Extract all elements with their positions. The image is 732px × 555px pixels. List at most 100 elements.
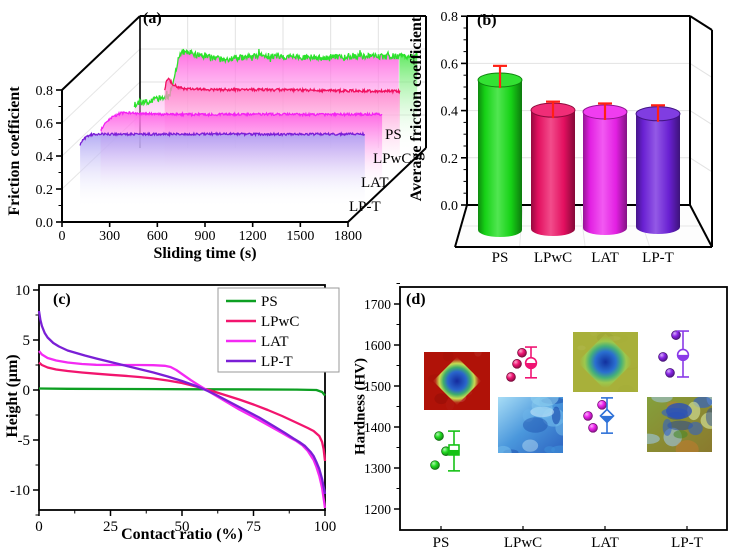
series-LP-T bbox=[79, 131, 366, 206]
y-tick-label: 1600 bbox=[364, 338, 391, 353]
data-point bbox=[517, 347, 527, 358]
y-tick-label: 0.2 bbox=[36, 183, 54, 198]
gridline bbox=[689, 110, 713, 126]
category-label-LPwC: LPwC bbox=[534, 250, 572, 266]
y-tick-label: 0.8 bbox=[441, 10, 459, 25]
panel-a: 0.0 0.2 0.4 0.6 0.8 0 300 600 900 1200 1500 1800 PS L… bbox=[36, 15, 427, 244]
y-tick-label: 0.6 bbox=[441, 57, 459, 72]
plot-box bbox=[399, 286, 728, 531]
frame-depth-edge-top bbox=[61, 15, 141, 91]
series-PS-curve bbox=[133, 48, 418, 109]
y-tick-label: 1200 bbox=[364, 502, 391, 517]
mean-marker-fill bbox=[449, 449, 459, 455]
scatter-group-LP-T bbox=[658, 330, 690, 378]
category-label-LP-T: LP-T bbox=[642, 250, 674, 266]
data-point bbox=[597, 400, 607, 410]
error-bar-LAT bbox=[598, 102, 612, 120]
x-tick-label: 0 bbox=[35, 519, 43, 535]
inset-lpt-surface-micrograph bbox=[647, 397, 712, 452]
panel-c-label: (c) bbox=[53, 291, 71, 308]
bar-LPwC bbox=[530, 102, 576, 236]
panel-d-y-axis-title: Hardness (HV) bbox=[352, 357, 369, 456]
category-label-LPwC: LPwC bbox=[504, 535, 542, 551]
gridline bbox=[61, 48, 141, 124]
scatter-group-LAT bbox=[583, 397, 615, 434]
bar-LP-T bbox=[635, 106, 681, 234]
panel-c-x-axis-title: Contact ratio (%) bbox=[121, 526, 243, 543]
panel-d-label: (d) bbox=[406, 291, 426, 308]
y-tick-label: 5 bbox=[23, 333, 31, 349]
legend-label-LPwC: LPwC bbox=[261, 314, 299, 330]
scatter-group-PS bbox=[430, 430, 460, 472]
series-PS-end-face bbox=[399, 51, 418, 150]
y-tick-label: 1300 bbox=[364, 461, 391, 476]
data-point bbox=[583, 411, 593, 421]
bar-body bbox=[478, 80, 522, 237]
bar-body bbox=[531, 110, 575, 236]
depth-axis-label-LPwC: LPwC bbox=[373, 151, 411, 167]
series-LAT-curve bbox=[38, 350, 327, 509]
data-point bbox=[665, 368, 675, 378]
series-PS-curve bbox=[38, 387, 326, 397]
inset-ps-indentation-micrograph bbox=[424, 352, 490, 410]
y-tick-label: 1700 bbox=[364, 297, 391, 312]
scatter-group-LPwC bbox=[506, 346, 538, 382]
y-tick-label: 0.0 bbox=[36, 216, 54, 231]
y-tick-label: -10 bbox=[10, 483, 30, 499]
panel-a-y-axis-title: Friction coefficient bbox=[6, 86, 23, 216]
series-LP-T-area bbox=[80, 132, 365, 206]
inset-lpwc-surface-micrograph bbox=[498, 397, 563, 453]
x-tick-label: 25 bbox=[103, 519, 118, 535]
category-label-LAT: LAT bbox=[591, 535, 619, 551]
frame-floor-left bbox=[454, 204, 468, 248]
series-LPwC-curve bbox=[164, 77, 401, 95]
data-point bbox=[430, 460, 440, 470]
bar-LAT bbox=[582, 104, 628, 235]
gridline bbox=[689, 62, 713, 78]
gridline bbox=[689, 157, 713, 173]
legend-label-LAT: LAT bbox=[261, 334, 289, 350]
y-tick-label: 0.2 bbox=[441, 152, 459, 167]
legend: PS LPwC LAT LP-T bbox=[217, 287, 340, 373]
series-LP-T-curve bbox=[79, 131, 366, 146]
frame-top-depth bbox=[689, 15, 713, 31]
data-point bbox=[512, 359, 522, 369]
y-tick-label: 1400 bbox=[364, 420, 391, 435]
x-tick-label: 1200 bbox=[239, 229, 267, 244]
panel-b-label: (b) bbox=[477, 12, 497, 29]
legend-label-PS: PS bbox=[261, 294, 278, 310]
y-tick-label: 0.4 bbox=[441, 105, 459, 120]
x-tick-label: 1800 bbox=[334, 229, 362, 244]
gridline bbox=[61, 81, 141, 157]
error-bar-LP-T bbox=[651, 104, 665, 122]
frame-floor-right bbox=[689, 204, 713, 248]
frame-depth-edge-right bbox=[347, 147, 427, 223]
data-point bbox=[671, 330, 681, 340]
x-tick-label: 900 bbox=[195, 229, 216, 244]
bar-body bbox=[636, 113, 680, 234]
legend-label-LP-T: LP-T bbox=[261, 354, 293, 370]
panel-b-y-axis-title: Average friction coefficient bbox=[408, 16, 425, 202]
series-LPwC-curve bbox=[38, 361, 327, 462]
bar-PS bbox=[477, 72, 523, 237]
error-bar-LPwC bbox=[546, 100, 560, 119]
panel-d: 1200 1300 1400 1500 1600 1700 PS LPwC LAT LP-T bbox=[364, 283, 728, 551]
panel-a-x-axis-title: Sliding time (s) bbox=[153, 245, 257, 262]
mean-marker-fill bbox=[600, 415, 614, 423]
y-tick-label: -5 bbox=[18, 433, 31, 449]
data-point bbox=[506, 372, 516, 382]
x-tick-label: 600 bbox=[147, 229, 168, 244]
data-point bbox=[434, 431, 444, 441]
panel-c-y-axis-title: Height (μm) bbox=[4, 354, 21, 438]
depth-axis-label-LP-T: LP-T bbox=[349, 199, 381, 215]
error-bar-PS bbox=[493, 64, 507, 89]
x-tick-label: 100 bbox=[314, 519, 337, 535]
y-tick-label: 0.0 bbox=[441, 199, 459, 214]
data-point bbox=[658, 352, 668, 362]
y-tick-label: 0.8 bbox=[36, 84, 54, 99]
y-tick-label: 0.6 bbox=[36, 117, 54, 132]
category-label-LAT: LAT bbox=[591, 250, 619, 266]
data-point bbox=[588, 423, 598, 433]
